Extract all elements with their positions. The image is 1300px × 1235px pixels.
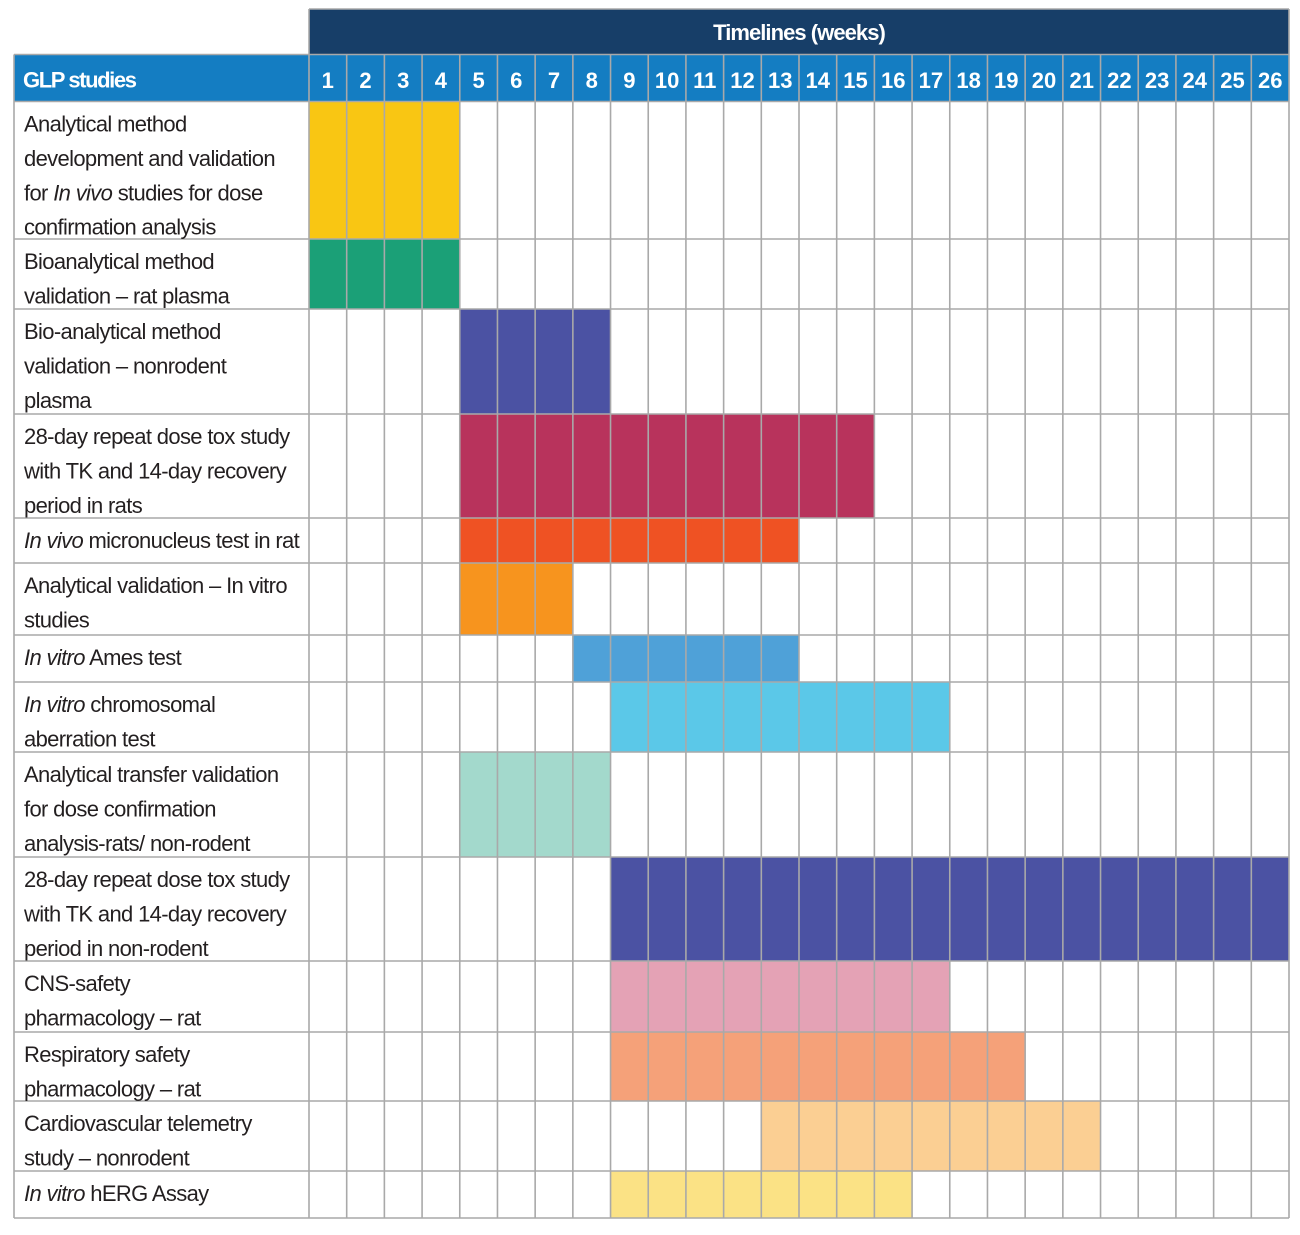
svg-text:28-day repeat dose tox study: 28-day repeat dose tox study	[24, 424, 290, 449]
svg-text:28-day repeat dose tox study: 28-day repeat dose tox study	[24, 867, 290, 892]
svg-text:19: 19	[994, 68, 1018, 93]
svg-text:3: 3	[397, 68, 409, 93]
svg-text:pharmacology – rat: pharmacology – rat	[24, 1005, 201, 1030]
svg-text:CNS-safety: CNS-safety	[24, 971, 131, 996]
svg-text:10: 10	[655, 68, 679, 93]
svg-text:20: 20	[1032, 68, 1056, 93]
svg-text:pharmacology – rat: pharmacology – rat	[24, 1076, 201, 1101]
svg-text:development and validation: development and validation	[24, 146, 275, 171]
svg-text:24: 24	[1183, 68, 1208, 93]
svg-text:with TK and 14-day recovery: with TK and 14-day recovery	[23, 901, 287, 926]
svg-text:GLP studies: GLP studies	[23, 68, 137, 93]
svg-text:Respiratory safety: Respiratory safety	[24, 1042, 190, 1067]
svg-text:26: 26	[1258, 68, 1282, 93]
svg-text:validation – nonrodent: validation – nonrodent	[24, 353, 227, 378]
svg-text:Cardiovascular telemetry: Cardiovascular telemetry	[24, 1111, 252, 1136]
svg-text:In vitro Ames test: In vitro Ames test	[24, 645, 182, 670]
svg-text:with TK and 14-day recovery: with TK and 14-day recovery	[23, 458, 287, 483]
svg-text:2: 2	[359, 68, 371, 93]
svg-text:11: 11	[693, 68, 716, 93]
svg-text:In vivo micronucleus test in r: In vivo micronucleus test in rat	[24, 528, 300, 553]
svg-text:23: 23	[1145, 68, 1169, 93]
svg-text:In vitro hERG Assay: In vitro hERG Assay	[24, 1181, 209, 1206]
svg-text:14: 14	[806, 68, 831, 93]
svg-text:plasma: plasma	[24, 388, 92, 413]
svg-text:period in rats: period in rats	[24, 493, 143, 518]
svg-text:In vitro chromosomal: In vitro chromosomal	[24, 692, 215, 717]
svg-text:Timelines (weeks): Timelines (weeks)	[713, 20, 885, 45]
svg-text:17: 17	[919, 68, 943, 93]
svg-text:18: 18	[956, 68, 980, 93]
svg-text:4: 4	[435, 68, 448, 93]
svg-text:Analytical transfer validation: Analytical transfer validation	[24, 762, 278, 787]
svg-text:studies: studies	[24, 607, 90, 632]
svg-text:study – nonrodent: study – nonrodent	[24, 1145, 190, 1170]
svg-text:12: 12	[730, 68, 754, 93]
svg-text:1: 1	[322, 68, 334, 93]
svg-text:Bio-analytical method: Bio-analytical method	[24, 319, 221, 344]
svg-text:7: 7	[548, 68, 560, 93]
svg-text:aberration test: aberration test	[24, 726, 155, 751]
svg-text:for In vivo studies for dose: for In vivo studies for dose	[24, 180, 263, 205]
svg-text:Analytical validation – In vit: Analytical validation – In vitro	[24, 573, 287, 598]
svg-text:16: 16	[881, 68, 905, 93]
svg-text:25: 25	[1220, 68, 1244, 93]
svg-text:22: 22	[1107, 68, 1131, 93]
svg-text:Analytical method: Analytical method	[24, 112, 187, 137]
svg-text:8: 8	[586, 68, 598, 93]
svg-text:period in non-rodent: period in non-rodent	[24, 936, 208, 961]
svg-text:for dose confirmation: for dose confirmation	[24, 796, 216, 821]
svg-text:Bioanalytical method: Bioanalytical method	[24, 249, 214, 274]
svg-text:validation – rat plasma: validation – rat plasma	[24, 283, 231, 308]
svg-text:6: 6	[510, 68, 522, 93]
svg-text:analysis-rats/ non-rodent: analysis-rats/ non-rodent	[24, 831, 250, 856]
svg-text:5: 5	[472, 68, 484, 93]
svg-text:13: 13	[768, 68, 792, 93]
svg-text:9: 9	[623, 68, 635, 93]
svg-text:21: 21	[1069, 68, 1093, 93]
svg-text:15: 15	[843, 68, 867, 93]
svg-text:confirmation analysis: confirmation analysis	[24, 215, 216, 240]
